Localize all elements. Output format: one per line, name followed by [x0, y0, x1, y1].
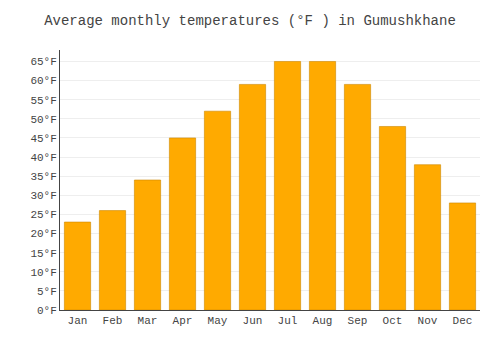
svg-text:15°F: 15°F: [30, 248, 56, 260]
svg-text:10°F: 10°F: [30, 267, 56, 279]
svg-text:Oct: Oct: [383, 315, 403, 327]
svg-text:Nov: Nov: [418, 315, 438, 327]
svg-text:May: May: [208, 315, 228, 327]
svg-text:30°F: 30°F: [30, 190, 56, 202]
svg-text:Jun: Jun: [243, 315, 263, 327]
svg-text:65°F: 65°F: [30, 56, 56, 68]
svg-text:Average monthly temperatures (: Average monthly temperatures (°F ) in Gu…: [44, 13, 456, 29]
svg-text:0°F: 0°F: [37, 305, 57, 317]
svg-text:5°F: 5°F: [37, 286, 57, 298]
svg-text:Jul: Jul: [278, 315, 298, 327]
svg-text:Apr: Apr: [173, 315, 193, 327]
svg-text:55°F: 55°F: [30, 95, 56, 107]
svg-text:45°F: 45°F: [30, 133, 56, 145]
svg-text:50°F: 50°F: [30, 114, 56, 126]
svg-text:Sep: Sep: [348, 315, 368, 327]
svg-text:Aug: Aug: [313, 315, 333, 327]
svg-text:Feb: Feb: [103, 315, 123, 327]
svg-text:35°F: 35°F: [30, 171, 56, 183]
svg-text:60°F: 60°F: [30, 75, 56, 87]
svg-text:20°F: 20°F: [30, 228, 56, 240]
svg-text:Mar: Mar: [138, 315, 158, 327]
svg-text:25°F: 25°F: [30, 209, 56, 221]
svg-text:Dec: Dec: [453, 315, 473, 327]
svg-text:Jan: Jan: [68, 315, 88, 327]
svg-text:40°F: 40°F: [30, 152, 56, 164]
